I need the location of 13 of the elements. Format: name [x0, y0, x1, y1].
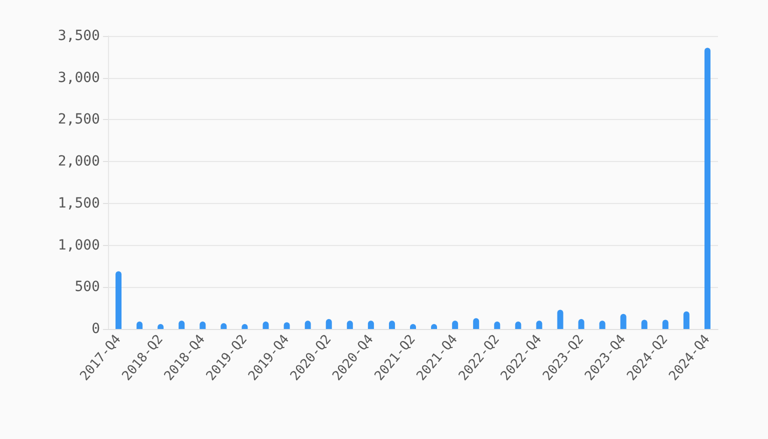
- y-tick-label: 0: [92, 321, 100, 337]
- bar: [557, 310, 564, 329]
- y-tick-label: 1,000: [58, 237, 100, 254]
- y-tick-label: 3,000: [58, 70, 100, 86]
- bar: [704, 48, 710, 329]
- y-tick-label: 2,000: [58, 154, 100, 170]
- bar: [620, 314, 626, 329]
- y-tick-label: 2,500: [58, 112, 100, 128]
- y-tick-label: 1,500: [58, 195, 100, 212]
- bar: [116, 271, 122, 329]
- bar: [683, 311, 690, 329]
- y-tick-label: 500: [74, 279, 100, 296]
- y-tick-label: 3,500: [58, 28, 100, 44]
